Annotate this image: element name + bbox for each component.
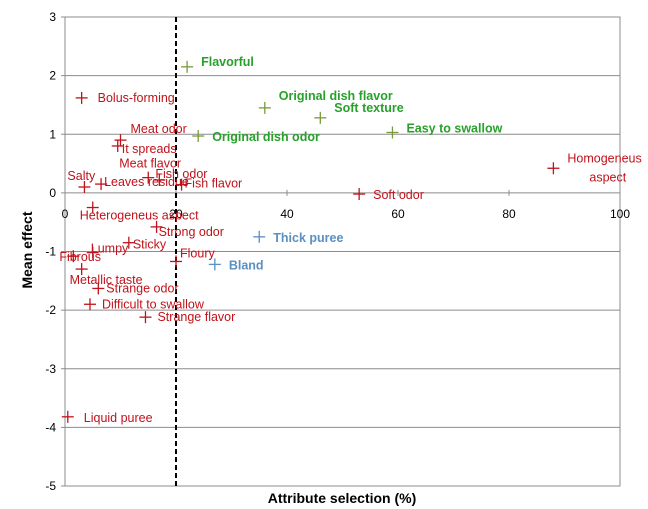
point-label: Sticky [133,238,167,252]
x-axis-title: Attribute selection (%) [268,490,417,506]
point-label: It spreads [122,142,177,156]
point-label: Original dish flavor [279,89,393,103]
point-label: Original dish odor [212,130,320,144]
data-point [150,220,163,233]
point-label: Leaves residue [104,175,189,189]
data-point [86,201,99,214]
point-label: Fish odor [155,167,207,181]
x-tick-label: 80 [502,207,516,221]
data-point [208,258,221,271]
y-tick-label: -1 [45,245,56,259]
data-points [61,60,560,423]
x-tick-label: 0 [62,207,69,221]
y-axis-title: Mean effect [19,211,35,288]
point-label: Heterogeneus aspect [80,209,199,223]
point-label: Strong odor [159,225,224,239]
data-point [75,263,88,276]
x-tick-label: 100 [610,207,630,221]
point-label: Bolus-forming [98,91,175,105]
data-point [314,111,327,124]
y-tick-label: -2 [45,303,56,317]
data-point [170,255,182,268]
data-point [175,178,188,191]
point-label: Meat odor [131,122,187,136]
y-tick-label: -4 [45,420,56,434]
data-point [83,298,96,311]
data-point [122,236,135,249]
point-label: Meat flavor [119,157,181,171]
data-point [78,181,91,194]
data-point [253,230,266,243]
data-point [114,134,127,147]
data-point [61,410,74,423]
data-point [67,250,80,263]
data-point [153,173,166,186]
y-tick-label: 0 [49,186,56,200]
y-tick-label: 3 [49,10,56,24]
data-point [95,178,108,191]
x-tick-label: 40 [280,207,294,221]
data-point [139,311,152,324]
point-label: Strange flavor [157,310,235,324]
data-point [86,246,99,259]
point-label: Metallic taste [70,273,143,287]
point-label: Liquid puree [84,411,153,425]
x-tick-label: 60 [391,207,405,221]
data-point [386,126,399,139]
point-label: Salty [67,169,96,183]
point-label: Floury [180,246,215,260]
data-point [92,282,105,295]
y-tick-label: 1 [49,127,56,141]
point-label: Strange odor [106,281,178,295]
point-label: Soft odor [373,188,424,202]
point-label: Fish flavor [185,177,243,191]
data-point [142,171,155,184]
point-label: Easy to swallow [406,121,502,135]
axes: -5-4-3-2-10123020406080100 [45,10,630,493]
point-label: Homogeneus aspect [567,151,641,184]
point-label: Fibrous [59,250,101,264]
point-label: Lumpy [91,242,129,256]
data-point [353,188,366,201]
data-point [181,60,194,73]
point-label: Thick puree [273,231,343,245]
data-point [192,130,205,143]
data-point [75,91,88,104]
point-label: Flavorful [201,55,254,69]
point-label: Difficult to swallow [102,297,205,311]
point-label: Soft texture [334,101,404,115]
y-tick-label: -5 [45,479,56,493]
data-point [111,139,124,152]
data-point [258,101,271,114]
y-tick-label: 2 [49,69,56,83]
y-tick-label: -3 [45,362,56,376]
point-label: Bland [229,258,264,272]
data-point [547,162,560,175]
